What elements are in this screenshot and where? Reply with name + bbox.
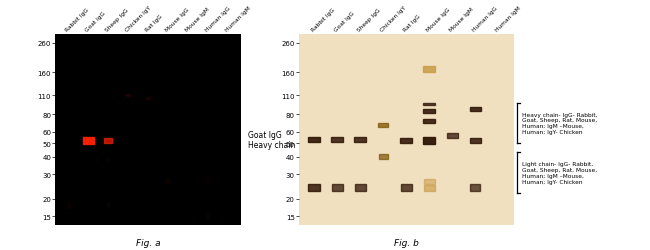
Bar (400, 138, 412, 144)
Bar (424, 180, 435, 184)
Bar (83, 138, 94, 144)
Bar (401, 184, 411, 192)
Bar (447, 133, 458, 138)
Bar (146, 98, 150, 100)
Bar (423, 119, 436, 124)
Bar (378, 124, 389, 128)
Text: Heavy chain- IgG- Rabbit,
Goat, Sheep, Rat, Mouse,
Human; IgM –Mouse,
Human; IgY: Heavy chain- IgG- Rabbit, Goat, Sheep, R… (522, 112, 597, 134)
Bar (206, 178, 209, 183)
Bar (104, 139, 112, 143)
Bar (424, 185, 435, 191)
Text: Chicken IgY: Chicken IgY (124, 6, 152, 33)
Bar (470, 107, 481, 111)
Bar (471, 184, 480, 192)
Bar (423, 138, 436, 144)
Text: Light chain- IgG- Rabbit,
Goat, Sheep, Rat, Mouse,
Human; IgM –Mouse,
Human; IgY: Light chain- IgG- Rabbit, Goat, Sheep, R… (522, 162, 597, 184)
Text: Chicken IgY: Chicken IgY (380, 6, 408, 33)
Bar (470, 138, 481, 144)
Bar (354, 137, 366, 143)
Bar (378, 154, 388, 160)
Text: Rabbit IgG: Rabbit IgG (311, 8, 336, 33)
Bar (107, 158, 109, 162)
Text: Goat IgG
Heavy chain: Goat IgG Heavy chain (248, 130, 295, 150)
Bar (126, 95, 130, 96)
Text: Fig. b: Fig. b (394, 238, 419, 247)
Text: Sheep IgG: Sheep IgG (357, 8, 382, 33)
Text: Sheep IgG: Sheep IgG (105, 8, 130, 33)
Text: Human IgG: Human IgG (472, 6, 499, 33)
Text: Mouse IgG: Mouse IgG (426, 8, 452, 33)
Text: Rat IgG: Rat IgG (144, 14, 163, 33)
Bar (206, 214, 209, 219)
Bar (423, 110, 436, 113)
Text: Mouse IgG: Mouse IgG (164, 8, 190, 33)
Text: Mouse IgM: Mouse IgM (449, 7, 475, 33)
Bar (332, 184, 343, 192)
Text: Rabbit IgG: Rabbit IgG (65, 8, 90, 33)
Text: Human IgG: Human IgG (204, 6, 231, 33)
Bar (331, 137, 343, 143)
Bar (107, 202, 109, 208)
Text: Fig. a: Fig. a (136, 238, 160, 247)
Bar (423, 66, 436, 72)
Text: Mouse IgM: Mouse IgM (184, 7, 210, 33)
Bar (166, 178, 169, 183)
Text: Human IgM: Human IgM (224, 6, 252, 33)
Bar (67, 202, 70, 208)
Bar (308, 184, 320, 192)
Text: Rat IgG: Rat IgG (403, 14, 422, 33)
Text: Human IgM: Human IgM (495, 6, 523, 33)
Bar (307, 137, 320, 143)
Bar (423, 103, 436, 106)
Bar (355, 184, 365, 192)
Text: Goat IgG: Goat IgG (84, 11, 107, 33)
Text: Goat IgG: Goat IgG (333, 11, 356, 33)
